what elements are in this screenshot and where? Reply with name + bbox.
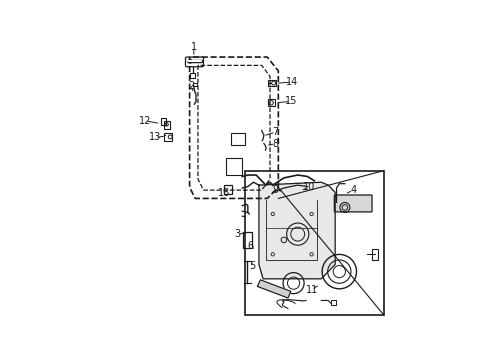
Bar: [224, 185, 232, 194]
Text: 13: 13: [148, 132, 161, 143]
Text: 11: 11: [305, 285, 317, 295]
Text: 10: 10: [302, 183, 314, 192]
Text: 5: 5: [248, 261, 255, 271]
Text: 2: 2: [187, 81, 194, 91]
FancyBboxPatch shape: [334, 195, 371, 212]
Text: 16: 16: [217, 188, 229, 198]
Bar: [190, 73, 195, 77]
Bar: [163, 121, 169, 129]
Bar: [267, 99, 274, 107]
Bar: [371, 249, 378, 260]
Bar: [244, 171, 383, 315]
FancyBboxPatch shape: [185, 57, 203, 67]
Text: 8: 8: [272, 139, 278, 149]
Text: 4: 4: [349, 185, 356, 195]
Bar: [192, 83, 196, 86]
Text: 9: 9: [272, 185, 278, 195]
Text: 7: 7: [272, 127, 278, 137]
Bar: [225, 158, 242, 175]
Bar: [243, 231, 251, 248]
Text: 15: 15: [284, 96, 296, 107]
Text: 1: 1: [190, 42, 197, 52]
Polygon shape: [257, 280, 290, 298]
Text: 12: 12: [139, 116, 151, 126]
Bar: [231, 132, 244, 145]
Polygon shape: [259, 182, 334, 279]
Text: 6: 6: [247, 240, 253, 251]
Bar: [163, 133, 172, 141]
Bar: [267, 80, 275, 86]
Bar: [160, 118, 166, 125]
Bar: [330, 300, 336, 305]
Text: 3: 3: [234, 229, 240, 239]
Text: 14: 14: [285, 77, 298, 87]
